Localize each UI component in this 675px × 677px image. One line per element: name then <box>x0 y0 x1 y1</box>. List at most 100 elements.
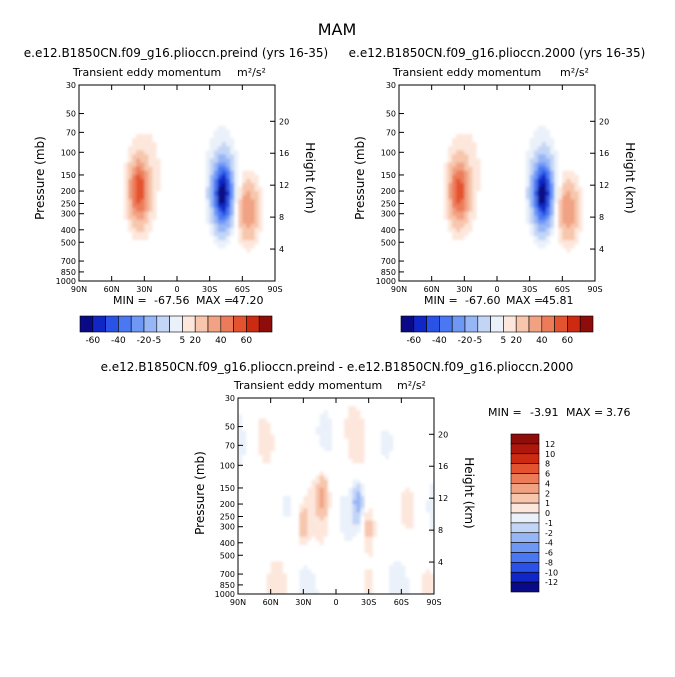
contour-cell <box>185 244 190 249</box>
contour-cell <box>250 553 255 558</box>
contour-cell <box>164 248 170 254</box>
contour-cell <box>221 178 227 184</box>
contour-cell <box>423 236 429 241</box>
contour-cell <box>226 121 231 127</box>
contour-cell <box>476 223 482 229</box>
contour-cell <box>411 195 416 200</box>
contour-cell <box>468 268 474 274</box>
contour-cell <box>189 158 194 164</box>
contour-cell <box>501 183 506 188</box>
contour-cell <box>509 211 514 217</box>
min-label: MIN = <box>424 294 458 307</box>
contour-cell <box>197 199 203 205</box>
contour-cell <box>172 276 178 281</box>
contour-cell <box>501 158 506 164</box>
contour-cell <box>148 101 154 107</box>
contour-cell <box>570 183 576 188</box>
contour-cell <box>431 93 437 98</box>
contour-cell <box>501 248 506 254</box>
contour-cell <box>144 203 150 209</box>
contour-cell <box>136 146 141 151</box>
contour-cell <box>136 150 141 156</box>
contour-cell <box>546 146 551 151</box>
contour-cell <box>472 236 478 241</box>
contour-cell <box>136 117 141 123</box>
contour-cell <box>415 187 421 192</box>
contour-cell <box>590 93 595 98</box>
contour-cell <box>238 545 243 550</box>
contour-cell <box>443 191 449 196</box>
contour-cell <box>246 512 251 518</box>
contour-cell <box>403 236 408 241</box>
contour-cell <box>83 142 88 147</box>
contour-cell <box>128 89 133 94</box>
contour-cell <box>246 561 251 567</box>
contour-cell <box>209 276 215 281</box>
contour-cell <box>423 227 429 233</box>
contour-cell <box>172 187 178 192</box>
contour-cell <box>448 170 453 176</box>
contour-cell <box>177 207 182 213</box>
contour-cell <box>501 272 506 278</box>
contour-cell <box>266 207 272 213</box>
contour-cell <box>448 268 453 274</box>
contour-cell <box>266 101 272 107</box>
contour-cell <box>419 236 425 241</box>
contour-cell <box>435 227 441 233</box>
contour-cell <box>99 264 105 270</box>
contour-cell <box>103 166 109 172</box>
contour-cell <box>95 268 101 274</box>
contour-cell <box>107 158 113 164</box>
contour-cell <box>558 219 563 225</box>
contour-cell <box>484 113 490 119</box>
contour-cell <box>546 183 551 188</box>
contour-cell <box>123 113 129 119</box>
contour-cell <box>484 268 490 274</box>
contour-cell <box>250 438 255 444</box>
contour-cell <box>266 113 272 119</box>
contour-cell <box>472 129 478 135</box>
contour-cell <box>140 187 145 192</box>
contour-cell <box>95 272 101 278</box>
x-tick-label: 90N <box>71 285 87 294</box>
contour-cell <box>213 195 219 200</box>
contour-cell <box>554 125 559 131</box>
contour-cell <box>132 134 137 139</box>
contour-cell <box>574 109 580 115</box>
contour-cell <box>558 227 563 233</box>
contour-cell <box>185 232 190 237</box>
contour-cell <box>185 85 190 90</box>
contour-cell <box>201 89 207 94</box>
contour-cell <box>423 129 429 135</box>
contour-cell <box>172 252 178 258</box>
contour-cell <box>164 240 170 245</box>
contour-cell <box>119 256 125 262</box>
contour-cell <box>448 85 453 90</box>
contour-cell <box>217 85 223 90</box>
contour-cell <box>492 158 498 164</box>
contour-cell <box>427 113 433 119</box>
contour-cell <box>472 154 478 160</box>
contour-cell <box>87 187 92 192</box>
contour-cell <box>456 89 461 94</box>
contour-cell <box>431 187 437 192</box>
contour-cell <box>443 150 449 156</box>
contour-cell <box>529 199 535 205</box>
contour-cell <box>505 142 510 147</box>
contour-cell <box>476 166 482 172</box>
contour-cell <box>103 195 109 200</box>
contour-cell <box>529 109 535 115</box>
contour-cell <box>246 158 252 164</box>
contour-cell <box>517 195 523 200</box>
contour-cell <box>140 211 145 217</box>
contour-cell <box>480 252 486 258</box>
contour-cell <box>144 187 150 192</box>
contour-cell <box>87 260 92 266</box>
contour-cell <box>160 268 166 274</box>
contour-cell <box>254 491 260 497</box>
contour-cell <box>270 134 275 139</box>
contour-cell <box>221 117 227 123</box>
contour-cell <box>443 158 449 164</box>
contour-cell <box>537 121 543 127</box>
contour-cell <box>546 121 551 127</box>
